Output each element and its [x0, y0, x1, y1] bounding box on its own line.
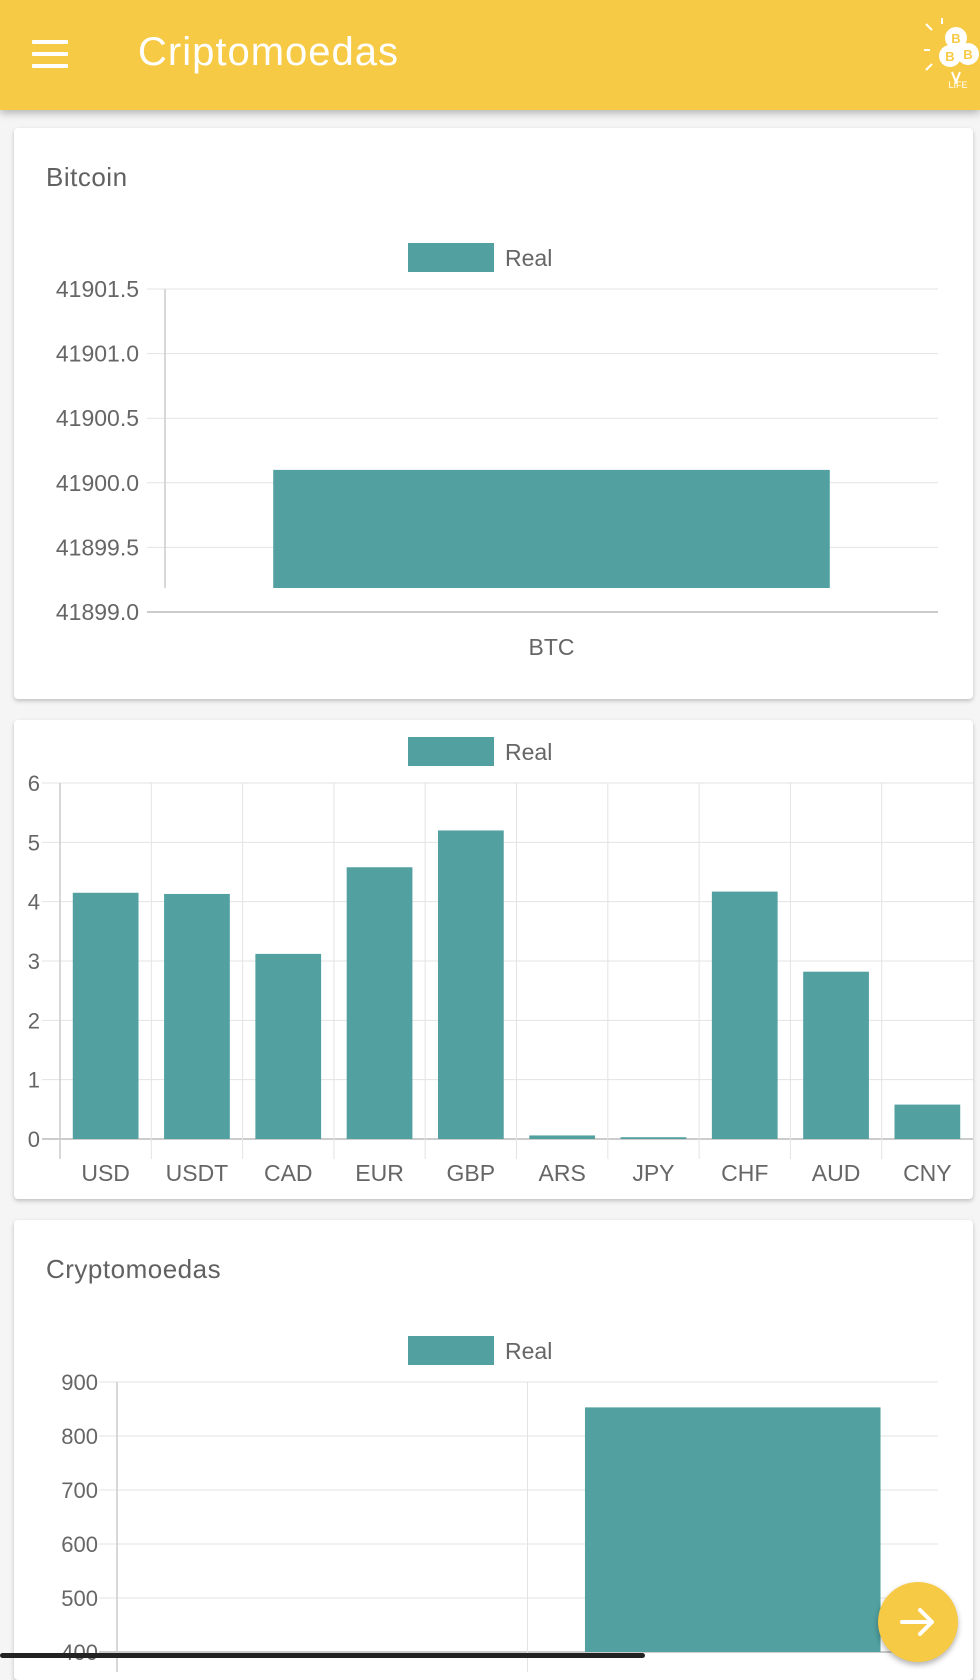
legend-swatch	[408, 1336, 494, 1365]
y-tick-label: 2	[28, 1008, 40, 1033]
legend-swatch	[408, 243, 494, 272]
legend-swatch	[408, 737, 494, 766]
y-tick-label: 41900.0	[56, 470, 139, 496]
bar	[803, 971, 869, 1139]
bar	[72, 892, 139, 1139]
bar	[584, 1407, 881, 1652]
x-tick-label: AUD	[812, 1160, 861, 1186]
x-tick-label: ARS	[539, 1160, 586, 1186]
y-tick-label: 41901.0	[56, 341, 139, 367]
arrow-right-icon	[900, 1608, 934, 1636]
currency-bar-chart: Real 6 5 4 3 2 1 0 USD USDT CAD EUR GBP ARS JPY CHF AUD C…	[28, 737, 973, 1186]
legend-label: Real	[505, 739, 552, 765]
x-tick-label: CAD	[264, 1160, 313, 1186]
bar	[620, 1137, 687, 1139]
bar	[437, 830, 504, 1139]
x-tick-label: EUR	[355, 1160, 404, 1186]
app-bar: Criptomoedas B B B LIFE	[0, 0, 980, 110]
next-fab-button[interactable]	[878, 1582, 958, 1662]
x-tick-label: BTC	[529, 634, 575, 660]
x-tick-label: CHF	[721, 1160, 768, 1186]
y-tick-label: 900	[61, 1370, 98, 1395]
app-title: Criptomoedas	[138, 30, 400, 74]
bar	[255, 953, 322, 1139]
y-tick-label: 500	[61, 1586, 98, 1611]
x-tick-label: USD	[81, 1160, 130, 1186]
logo-letter: B	[963, 47, 972, 62]
x-tick-label: GBP	[447, 1160, 496, 1186]
y-tick-label: 800	[61, 1424, 98, 1449]
y-tick-label: 3	[28, 949, 40, 974]
y-tick-label: 41901.5	[56, 276, 139, 302]
card-title: Bitcoin	[46, 162, 128, 192]
y-tick-label: 700	[61, 1478, 98, 1503]
bar	[894, 1104, 961, 1139]
bar	[164, 893, 230, 1139]
y-tick-label: 41899.0	[56, 599, 139, 625]
bitcoin-bar-chart: Real 41901.5 41901.0 41900.5 41900.0 41899.5 4…	[56, 243, 938, 660]
currency-chart-card: Real 6 5 4 3 2 1 0 USD USDT CAD EUR GBP ARS JPY CHF AUD C…	[14, 720, 973, 1199]
hamburger-menu-icon[interactable]	[32, 40, 68, 70]
bar	[273, 469, 830, 588]
legend-label: Real	[505, 245, 552, 271]
y-tick-label: 1	[28, 1068, 40, 1093]
y-tick-label: 6	[28, 771, 40, 796]
y-tick-label: 4	[28, 890, 40, 915]
bar	[711, 891, 778, 1139]
x-tick-label: USDT	[166, 1160, 229, 1186]
cryptocurrency-bar-chart: Real900800700600500400	[61, 1336, 938, 1672]
bar	[346, 867, 413, 1139]
y-tick-label: 0	[28, 1127, 40, 1152]
card-title: Cryptomoedas	[46, 1254, 222, 1284]
bitcoin-chart-card: Bitcoin Real 41901.5 41901.0 41900.5 41900.0…	[14, 128, 973, 699]
logo-text: LIFE	[948, 80, 967, 90]
legend-label: Real	[505, 1338, 552, 1364]
y-tick-label: 41899.5	[56, 534, 139, 560]
y-tick-label: 5	[28, 830, 40, 855]
cryptocurrency-chart-card: Cryptomoedas Real900800700600500400	[14, 1220, 973, 1680]
bitcoin-life-logo: B B B LIFE	[924, 18, 979, 90]
logo-letter: B	[951, 31, 960, 46]
bar	[529, 1135, 596, 1139]
y-tick-label: 600	[61, 1532, 98, 1557]
y-tick-label: 41900.5	[56, 405, 139, 431]
logo-letter: B	[945, 49, 954, 64]
x-tick-label: CNY	[903, 1160, 952, 1186]
x-tick-label: JPY	[632, 1160, 674, 1186]
navigation-handle	[0, 1653, 645, 1658]
